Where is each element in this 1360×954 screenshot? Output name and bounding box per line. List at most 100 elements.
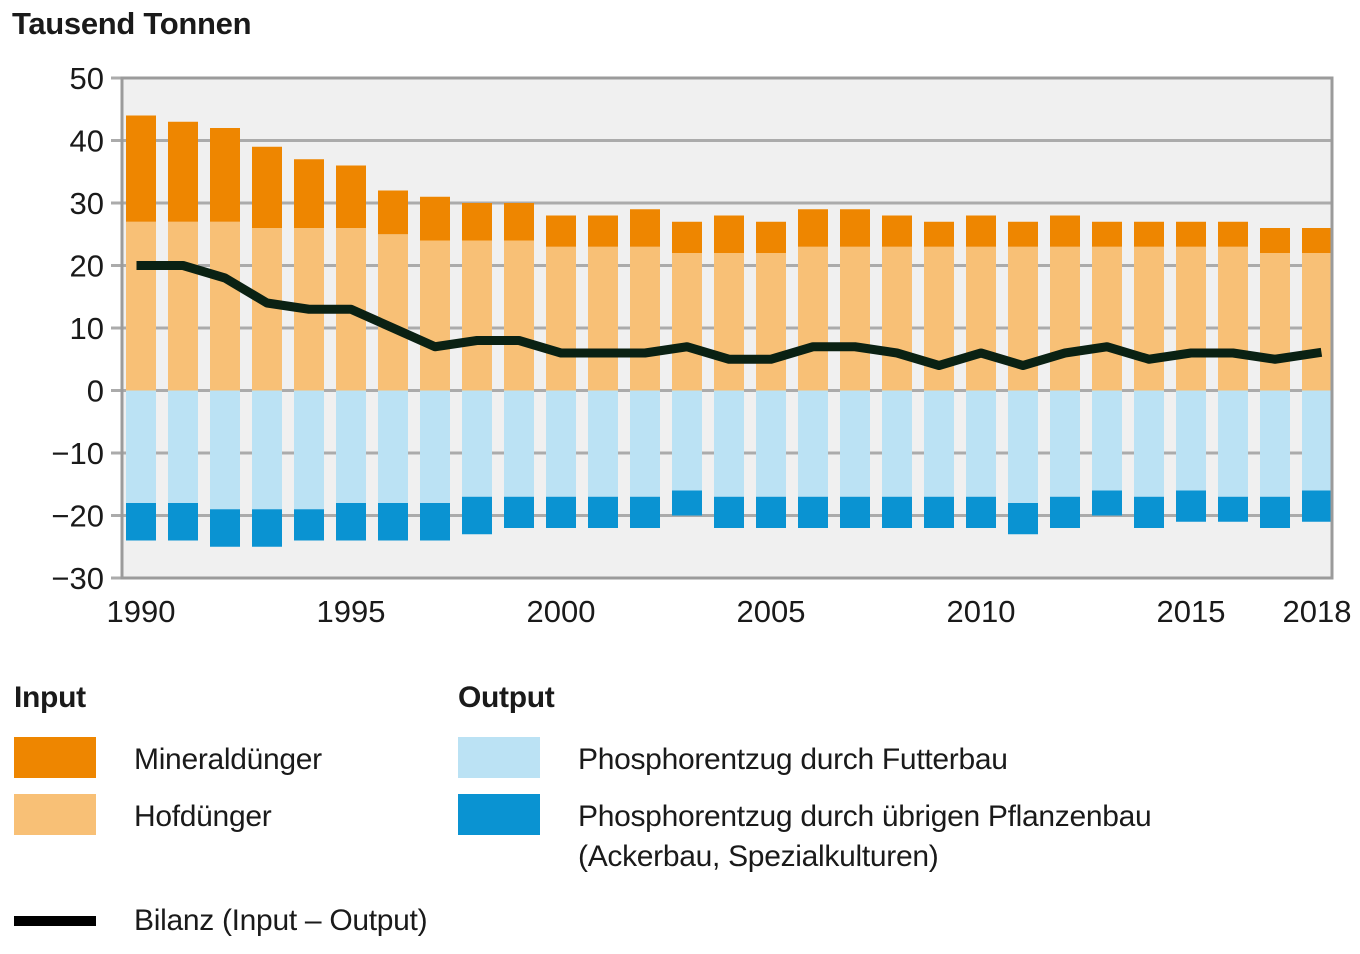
legend-label-futterbau: Phosphorentzug durch Futterbau (578, 743, 1008, 776)
y-tick-label-−10: −10 (51, 436, 104, 471)
bar-hofduenger-2005 (756, 253, 786, 391)
bar-futterbau-1997 (420, 390, 450, 503)
bar-hofduenger-1999 (504, 240, 534, 391)
bar-uebriger-pflanzenbau-2008 (882, 496, 912, 528)
bar-mineralduenger-1998 (462, 203, 492, 241)
bar-futterbau-2003 (672, 390, 702, 491)
bar-uebriger-pflanzenbau-1992 (210, 509, 240, 547)
y-tick-label-10: 10 (70, 311, 104, 346)
bar-futterbau-2010 (966, 390, 996, 497)
legend-output-header: Output (458, 681, 555, 714)
bar-mineralduenger-2011 (1008, 221, 1038, 247)
bar-uebriger-pflanzenbau-2003 (672, 490, 702, 516)
bar-mineralduenger-2000 (546, 215, 576, 247)
bar-futterbau-2006 (798, 390, 828, 497)
bar-futterbau-1992 (210, 390, 240, 510)
bar-hofduenger-2001 (588, 246, 618, 391)
bar-hofduenger-2002 (630, 246, 660, 391)
bar-mineralduenger-2012 (1050, 215, 1080, 247)
bar-hofduenger-2010 (966, 246, 996, 391)
bar-mineralduenger-2003 (672, 221, 702, 253)
legend-input-header: Input (14, 681, 86, 714)
bar-uebriger-pflanzenbau-2010 (966, 496, 996, 528)
bar-uebriger-pflanzenbau-2013 (1092, 490, 1122, 516)
bar-hofduenger-2014 (1134, 246, 1164, 391)
bar-mineralduenger-2015 (1176, 221, 1206, 247)
y-tick-label-40: 40 (70, 124, 104, 159)
bar-futterbau-2002 (630, 390, 660, 497)
bar-hofduenger-2004 (714, 253, 744, 391)
bar-futterbau-2017 (1260, 390, 1290, 497)
bar-mineralduenger-1992 (210, 128, 240, 222)
bar-futterbau-2004 (714, 390, 744, 497)
x-tick-label-1995: 1995 (317, 594, 386, 629)
y-tick-label-−30: −30 (51, 561, 104, 596)
bar-futterbau-2001 (588, 390, 618, 497)
bar-uebriger-pflanzenbau-2011 (1008, 503, 1038, 535)
series-hofduenger (126, 221, 1332, 391)
bar-mineralduenger-2014 (1134, 221, 1164, 247)
bar-futterbau-2014 (1134, 390, 1164, 497)
bar-hofduenger-1992 (210, 221, 240, 391)
bar-mineralduenger-1991 (168, 121, 198, 222)
bar-futterbau-1995 (336, 390, 366, 503)
bar-mineralduenger-2009 (924, 221, 954, 247)
bar-futterbau-1996 (378, 390, 408, 503)
bar-uebriger-pflanzenbau-2002 (630, 496, 660, 528)
bar-futterbau-2005 (756, 390, 786, 497)
bar-mineralduenger-1996 (378, 190, 408, 235)
bar-mineralduenger-2002 (630, 209, 660, 247)
bar-uebriger-pflanzenbau-1991 (168, 503, 198, 541)
bar-futterbau-1993 (252, 390, 282, 510)
bar-hofduenger-2015 (1176, 246, 1206, 391)
bar-hofduenger-2003 (672, 253, 702, 391)
bar-uebriger-pflanzenbau-2018 (1302, 490, 1332, 522)
bar-mineralduenger-1999 (504, 203, 534, 241)
bar-hofduenger-2000 (546, 246, 576, 391)
bar-mineralduenger-1990 (126, 115, 156, 222)
bar-hofduenger-1996 (378, 234, 408, 391)
bar-futterbau-2011 (1008, 390, 1038, 503)
bar-uebriger-pflanzenbau-2001 (588, 496, 618, 528)
bar-uebriger-pflanzenbau-1994 (294, 509, 324, 541)
y-tick-label-30: 30 (70, 186, 104, 221)
bar-uebriger-pflanzenbau-2009 (924, 496, 954, 528)
bar-uebriger-pflanzenbau-2012 (1050, 496, 1080, 528)
bar-futterbau-2018 (1302, 390, 1332, 491)
bar-hofduenger-1990 (126, 221, 156, 391)
bar-mineralduenger-2006 (798, 209, 828, 247)
legend-label-uebriger-pflanzenbau: Phosphorentzug durch übrigen Pflanzenbau… (578, 797, 1152, 877)
chart-title: Tausend Tonnen (12, 6, 252, 41)
bar-mineralduenger-2007 (840, 209, 870, 247)
bar-hofduenger-1991 (168, 221, 198, 391)
bar-hofduenger-2018 (1302, 253, 1332, 391)
x-tick-label-2005: 2005 (737, 594, 806, 629)
y-tick-label-−20: −20 (51, 499, 104, 534)
bar-mineralduenger-2017 (1260, 228, 1290, 253)
bar-mineralduenger-2005 (756, 221, 786, 253)
bar-mineralduenger-1997 (420, 196, 450, 241)
bar-futterbau-2000 (546, 390, 576, 497)
legend-swatch-mineralduenger (14, 737, 96, 778)
bar-futterbau-2009 (924, 390, 954, 497)
legend-swatch-uebriger-pflanzenbau (458, 794, 540, 835)
bar-mineralduenger-2013 (1092, 221, 1122, 247)
bar-uebriger-pflanzenbau-2015 (1176, 490, 1206, 522)
bar-hofduenger-2006 (798, 246, 828, 391)
bar-mineralduenger-1993 (252, 146, 282, 228)
bar-mineralduenger-2004 (714, 215, 744, 253)
legend-label-uebriger-pflanzenbau-line2: (Ackerbau, Spezialkulturen) (578, 840, 939, 873)
bar-hofduenger-1993 (252, 228, 282, 391)
bar-hofduenger-2016 (1218, 246, 1248, 391)
bar-futterbau-2007 (840, 390, 870, 497)
bar-mineralduenger-2010 (966, 215, 996, 247)
bar-uebriger-pflanzenbau-2004 (714, 496, 744, 528)
bar-futterbau-1994 (294, 390, 324, 510)
bilanz-line (136, 261, 1323, 370)
x-tick-label-2010: 2010 (947, 594, 1016, 629)
bar-mineralduenger-1994 (294, 159, 324, 228)
bar-hofduenger-2013 (1092, 246, 1122, 391)
bar-hofduenger-2017 (1260, 253, 1290, 391)
